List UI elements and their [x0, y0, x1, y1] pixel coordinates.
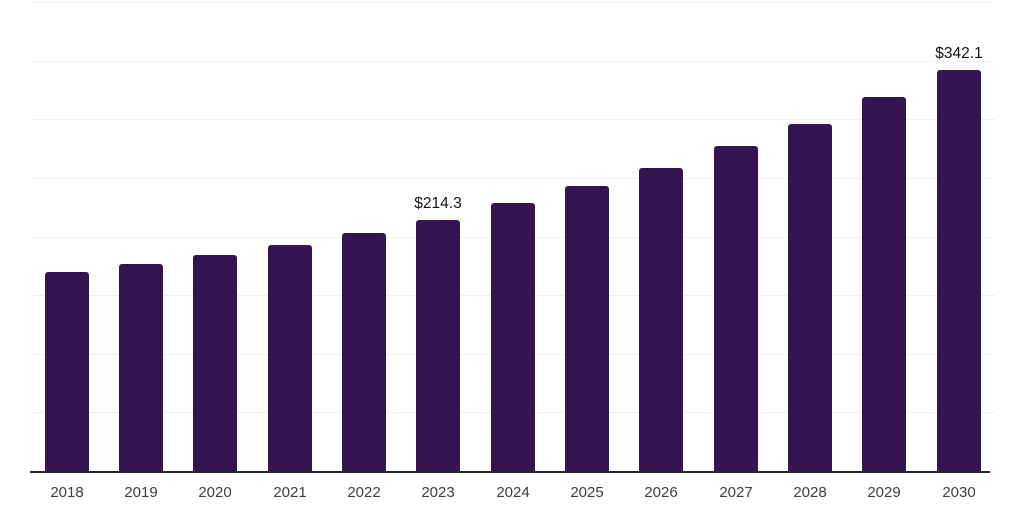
bar-2030 — [937, 70, 981, 471]
x-tick-2026: 2026 — [644, 484, 678, 501]
x-axis-line — [30, 471, 990, 473]
gridline-y-400 — [30, 2, 995, 3]
bar-2018 — [45, 272, 89, 471]
bar-2024 — [491, 203, 535, 471]
x-tick-2029: 2029 — [867, 484, 901, 501]
x-tick-2021: 2021 — [273, 484, 307, 501]
bar-2028 — [788, 124, 832, 471]
bar-2027 — [714, 146, 758, 471]
gridline-y-250 — [30, 178, 995, 179]
bar-2029 — [862, 97, 906, 471]
bar-2021 — [268, 245, 312, 471]
value-label-2023: $214.3 — [414, 195, 462, 212]
x-tick-2022: 2022 — [347, 484, 381, 501]
x-tick-2028: 2028 — [793, 484, 827, 501]
x-tick-2024: 2024 — [496, 484, 530, 501]
bar-2020 — [193, 255, 237, 471]
x-tick-2030: 2030 — [942, 484, 976, 501]
x-tick-2019: 2019 — [124, 484, 158, 501]
x-tick-2027: 2027 — [719, 484, 753, 501]
gridline-y-350 — [30, 61, 995, 62]
bar-2023 — [416, 220, 460, 471]
bar-2026 — [639, 168, 683, 471]
x-tick-2025: 2025 — [570, 484, 604, 501]
bar-2025 — [565, 186, 609, 471]
gridline-y-300 — [30, 119, 995, 120]
x-tick-2023: 2023 — [421, 484, 455, 501]
x-tick-2018: 2018 — [50, 484, 84, 501]
bar-2022 — [342, 233, 386, 471]
value-label-2030: $342.1 — [935, 45, 983, 62]
bar-2019 — [119, 264, 163, 471]
x-tick-2020: 2020 — [198, 484, 232, 501]
